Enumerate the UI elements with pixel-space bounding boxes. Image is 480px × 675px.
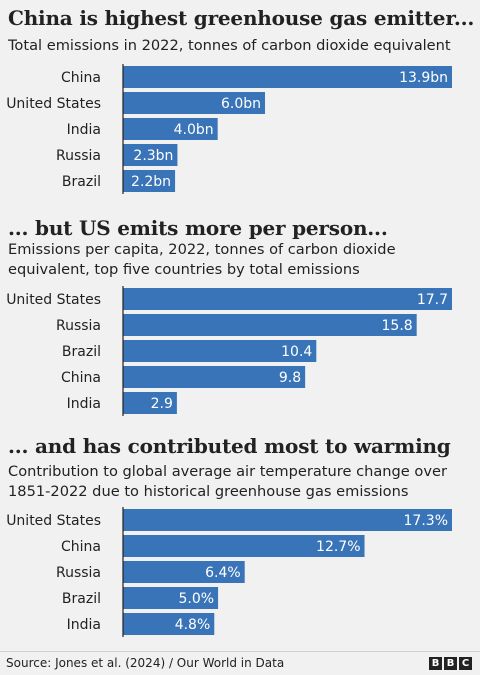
bar xyxy=(123,613,215,635)
category-label: Brazil xyxy=(62,174,101,190)
data-label: 17.3% xyxy=(404,513,448,529)
category-label: India xyxy=(67,122,101,138)
data-label: 6.0bn xyxy=(221,96,261,112)
data-label: 9.8 xyxy=(279,370,301,386)
category-label: Russia xyxy=(56,318,101,334)
bbc-logo-letter: B xyxy=(429,657,442,670)
data-label: 2.9 xyxy=(151,396,173,412)
data-label: 5.0% xyxy=(179,591,215,607)
bar xyxy=(123,66,452,88)
bar xyxy=(123,92,266,114)
bbc-logo-letter: C xyxy=(459,657,472,670)
bar xyxy=(123,340,317,362)
bar-chart-per-capita: United States 17.7 Russia 15.8 Brazil 10.4 Chi… xyxy=(6,286,452,416)
footer-divider xyxy=(0,651,480,652)
category-label: India xyxy=(67,617,101,633)
data-label: 10.4 xyxy=(281,344,312,360)
data-label: 17.7 xyxy=(417,292,448,308)
footer: Source: Jones et al. (2024) / Our World … xyxy=(0,651,480,675)
category-label: Brazil xyxy=(62,344,101,360)
category-label: China xyxy=(61,539,101,555)
data-label: 15.8 xyxy=(382,318,413,334)
source-note: Source: Jones et al. (2024) / Our World … xyxy=(6,656,285,670)
panel-title: China is highest greenhouse gas emitter.… xyxy=(8,6,475,30)
panel-subtitle: Total emissions in 2022, tonnes of carbo… xyxy=(8,37,451,54)
bar xyxy=(123,561,245,583)
category-label: Russia xyxy=(56,148,101,164)
panel-title: ... but US emits more per person... xyxy=(8,216,388,240)
data-label: 13.9bn xyxy=(399,70,448,86)
category-label: United States xyxy=(6,292,101,308)
data-label: 2.2bn xyxy=(131,174,171,190)
bar xyxy=(123,170,176,192)
bar xyxy=(123,314,417,336)
category-label: United States xyxy=(6,513,101,529)
bar-chart-total-emissions: China 13.9bn United States 6.0bn India 4.0bn R… xyxy=(6,64,452,194)
bar xyxy=(123,392,177,414)
category-label: China xyxy=(61,370,101,386)
panel-title: ... and has contributed most to warming xyxy=(8,434,451,458)
bar xyxy=(123,535,365,557)
data-label: 12.7% xyxy=(316,539,360,555)
category-label: China xyxy=(61,70,101,86)
data-label: 2.3bn xyxy=(133,148,173,164)
bar xyxy=(123,587,219,609)
bar xyxy=(123,118,218,140)
data-label: 4.0bn xyxy=(174,122,214,138)
bbc-logo-letter: B xyxy=(444,657,457,670)
bar xyxy=(123,288,452,310)
bar-chart-warming-contribution: United States 17.3% China 12.7% Russia 6.4% Br… xyxy=(6,507,452,637)
bbc-logo: B B C xyxy=(429,657,472,670)
category-label: India xyxy=(67,396,101,412)
category-label: Russia xyxy=(56,565,101,581)
panel-subtitle: Emissions per capita, 2022, tonnes of ca… xyxy=(8,241,396,278)
panel-subtitle: Contribution to global average air tempe… xyxy=(8,463,447,500)
data-label: 4.8% xyxy=(175,617,211,633)
data-label: 6.4% xyxy=(205,565,241,581)
bar xyxy=(123,509,452,531)
category-label: United States xyxy=(6,96,101,112)
bar xyxy=(123,144,178,166)
bar xyxy=(123,366,306,388)
category-label: Brazil xyxy=(62,591,101,607)
